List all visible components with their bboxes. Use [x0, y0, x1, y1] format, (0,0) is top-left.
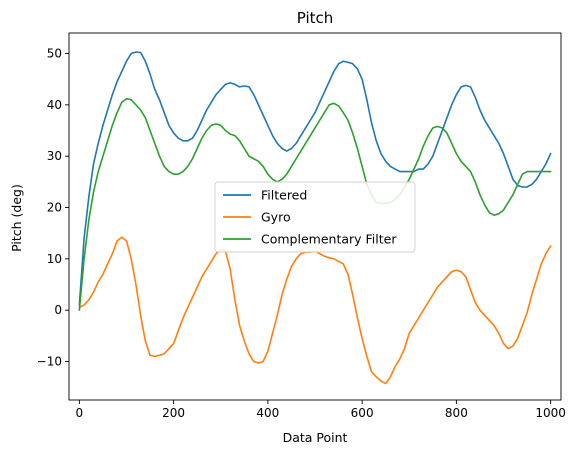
y-tick-label: 10 [47, 252, 62, 266]
y-tick-label: 30 [47, 149, 62, 163]
axes-frame [68, 32, 562, 401]
legend: Filtered Gyro Complementary Filter [214, 181, 416, 253]
series-line-complementary-filter [78, 97, 552, 311]
legend-box [214, 181, 416, 253]
series-line-filtered [78, 51, 552, 306]
y-tick-label: 20 [47, 201, 62, 215]
x-tick-label: 200 [162, 406, 185, 420]
y-tick-label: 40 [47, 98, 62, 112]
chart-title: Pitch [297, 9, 334, 27]
y-axis-title: Pitch (deg) [9, 184, 24, 252]
y-tick-label: 50 [47, 47, 62, 61]
legend-label-filtered: Filtered [261, 188, 307, 203]
x-tick-label: 600 [351, 406, 374, 420]
legend-label-gyro: Gyro [261, 210, 291, 225]
x-tick-label: 1000 [535, 406, 566, 420]
y-tick-label: −10 [37, 355, 62, 369]
x-tick-label: 400 [256, 406, 279, 420]
x-axis-title: Data Point [283, 430, 348, 445]
y-tick-label: 0 [54, 303, 62, 317]
x-tick-label: 800 [445, 406, 468, 420]
legend-label-complementary-filter: Complementary Filter [261, 232, 397, 247]
x-tick-label: 0 [76, 406, 84, 420]
